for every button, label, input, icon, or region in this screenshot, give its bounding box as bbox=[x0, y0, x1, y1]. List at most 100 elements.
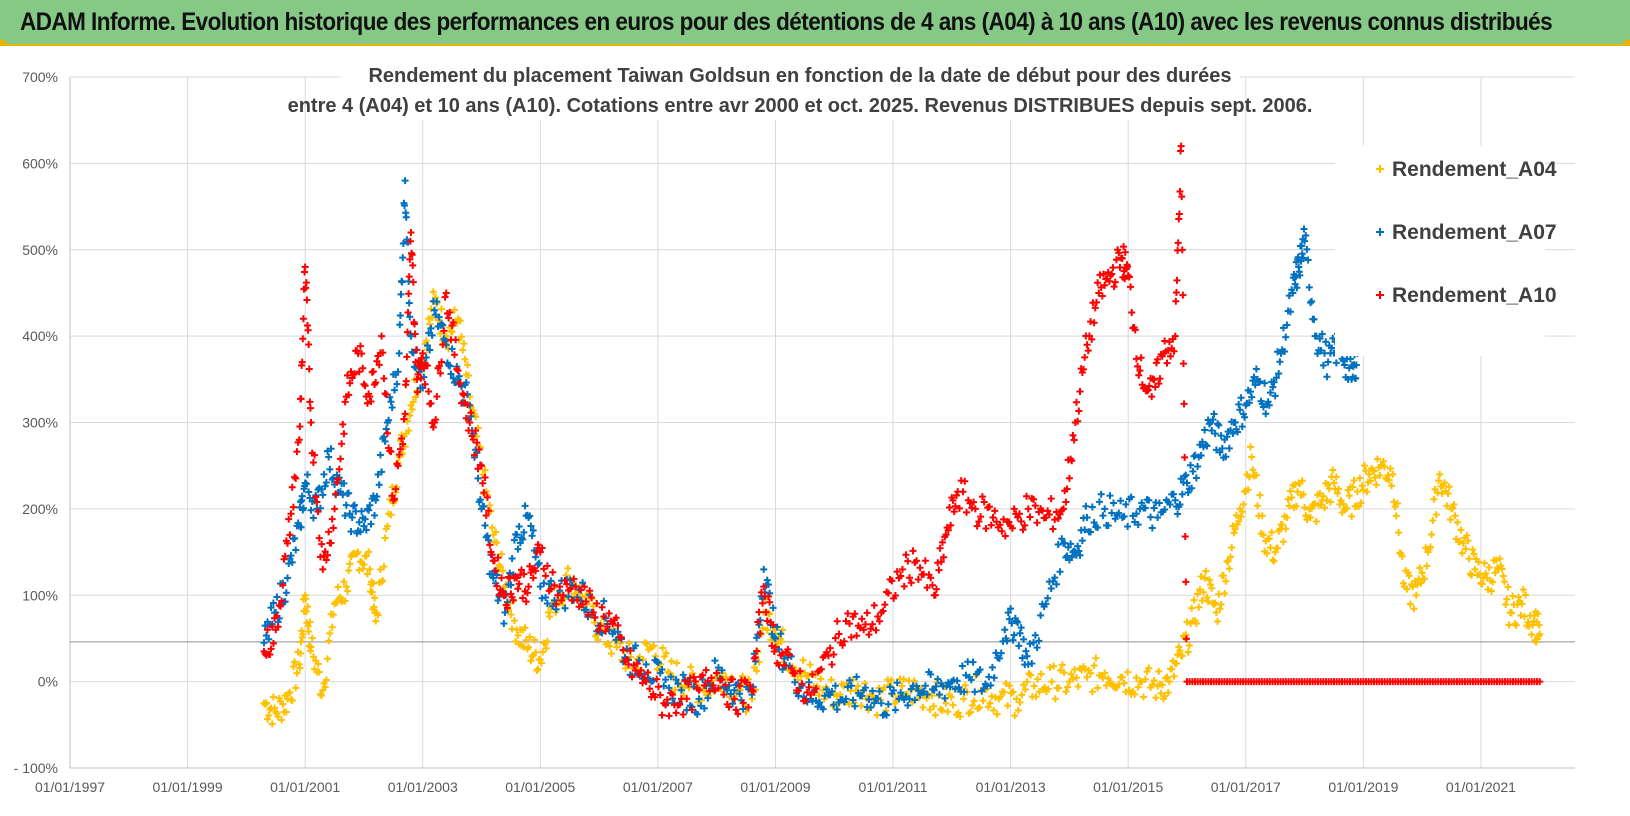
marker-rendement-a10 bbox=[287, 510, 295, 518]
marker-rendement-a07 bbox=[1147, 513, 1155, 521]
marker-rendement-a10 bbox=[313, 498, 321, 506]
marker-rendement-a10 bbox=[369, 367, 377, 375]
marker-rendement-a10 bbox=[441, 293, 449, 301]
marker-rendement-a07 bbox=[1068, 553, 1076, 561]
marker-rendement-a04 bbox=[426, 320, 434, 328]
marker-rendement-a07 bbox=[515, 523, 523, 531]
marker-rendement-a07 bbox=[1008, 619, 1016, 627]
marker-rendement-a04 bbox=[1244, 486, 1252, 494]
marker-rendement-a04 bbox=[1198, 597, 1206, 605]
marker-rendement-a10 bbox=[786, 651, 794, 659]
marker-rendement-a10 bbox=[470, 451, 478, 459]
marker-rendement-a04 bbox=[1482, 569, 1490, 577]
marker-rendement-a04 bbox=[521, 624, 529, 632]
marker-rendement-a10 bbox=[688, 706, 696, 714]
marker-rendement-a10 bbox=[714, 684, 722, 692]
marker-rendement-a04 bbox=[613, 643, 621, 651]
marker-rendement-a07 bbox=[831, 682, 839, 690]
marker-rendement-a04 bbox=[1388, 482, 1396, 490]
marker-rendement-a07 bbox=[1174, 510, 1182, 518]
marker-rendement-a10 bbox=[1083, 341, 1091, 349]
marker-rendement-a07 bbox=[1110, 499, 1118, 507]
marker-rendement-a04 bbox=[1046, 663, 1054, 671]
marker-rendement-a04 bbox=[1252, 471, 1260, 479]
marker-rendement-a07 bbox=[282, 589, 290, 597]
marker-rendement-a07 bbox=[297, 523, 305, 531]
marker-rendement-a04 bbox=[1034, 675, 1042, 683]
marker-rendement-a04 bbox=[968, 702, 976, 710]
marker-rendement-a10 bbox=[651, 693, 659, 701]
marker-rendement-a10 bbox=[762, 608, 770, 616]
marker-rendement-a10 bbox=[1179, 360, 1187, 368]
marker-rendement-a10 bbox=[937, 558, 945, 566]
marker-rendement-a07 bbox=[690, 683, 698, 691]
marker-rendement-a10 bbox=[486, 541, 494, 549]
marker-rendement-a10 bbox=[1049, 525, 1057, 533]
marker-rendement-a04 bbox=[944, 708, 952, 716]
marker-rendement-a10 bbox=[987, 521, 995, 529]
marker-rendement-a04 bbox=[1094, 684, 1102, 692]
marker-rendement-a04 bbox=[845, 700, 853, 708]
marker-rendement-a04 bbox=[1279, 538, 1287, 546]
marker-rendement-a10 bbox=[709, 681, 717, 689]
marker-rendement-a04 bbox=[528, 652, 536, 660]
marker-rendement-a10 bbox=[550, 581, 558, 589]
marker-rendement-a07 bbox=[401, 202, 409, 210]
marker-rendement-a04 bbox=[1468, 571, 1476, 579]
marker-rendement-a10 bbox=[572, 583, 580, 591]
marker-rendement-a04 bbox=[1168, 665, 1176, 673]
marker-rendement-a04 bbox=[1000, 688, 1008, 696]
corner-accent bbox=[1624, 40, 1630, 46]
marker-rendement-a10 bbox=[1178, 246, 1186, 254]
marker-rendement-a07 bbox=[1178, 490, 1186, 498]
marker-rendement-a10 bbox=[798, 680, 806, 688]
marker-rendement-a10 bbox=[328, 515, 336, 523]
marker-rendement-a10 bbox=[603, 623, 611, 631]
marker-rendement-a07 bbox=[779, 665, 787, 673]
marker-rendement-a07 bbox=[600, 597, 608, 605]
marker-rendement-a07 bbox=[508, 554, 516, 562]
marker-rendement-a07 bbox=[1054, 540, 1062, 548]
marker-rendement-a07 bbox=[1225, 444, 1233, 452]
marker-rendement-a04 bbox=[1139, 693, 1147, 701]
marker-rendement-a07 bbox=[995, 654, 1003, 662]
marker-rendement-a07 bbox=[897, 689, 905, 697]
marker-rendement-a10 bbox=[299, 335, 307, 343]
marker-rendement-a07 bbox=[302, 480, 310, 488]
marker-rendement-a07 bbox=[677, 686, 685, 694]
marker-rendement-a07 bbox=[265, 635, 273, 643]
marker-rendement-a07 bbox=[1127, 493, 1135, 501]
marker-rendement-a07 bbox=[1052, 580, 1060, 588]
marker-rendement-a10 bbox=[580, 583, 588, 591]
marker-rendement-a10 bbox=[587, 593, 595, 601]
marker-rendement-a07 bbox=[462, 379, 470, 387]
marker-rendement-a10 bbox=[485, 507, 493, 515]
marker-rendement-a10 bbox=[1181, 533, 1189, 540]
marker-rendement-a10 bbox=[473, 439, 481, 447]
marker-rendement-a07 bbox=[1115, 509, 1123, 517]
marker-rendement-a10 bbox=[273, 612, 281, 620]
marker-rendement-a10 bbox=[520, 570, 528, 578]
marker-rendement-a07 bbox=[920, 687, 928, 695]
marker-rendement-a04 bbox=[873, 711, 881, 719]
marker-rendement-a04 bbox=[1055, 684, 1063, 692]
marker-rendement-a07 bbox=[582, 606, 590, 614]
marker-rendement-a07 bbox=[883, 711, 891, 719]
marker-rendement-a10 bbox=[1056, 510, 1064, 518]
marker-rendement-a07 bbox=[1203, 442, 1211, 450]
marker-rendement-a04 bbox=[1009, 688, 1017, 696]
marker-rendement-a04 bbox=[898, 682, 906, 690]
marker-rendement-a07 bbox=[1155, 499, 1163, 507]
marker-rendement-a04 bbox=[1446, 516, 1454, 524]
marker-rendement-a07 bbox=[1035, 637, 1043, 645]
marker-rendement-a10 bbox=[1170, 347, 1178, 355]
marker-rendement-a04 bbox=[1176, 647, 1184, 655]
marker-rendement-a07 bbox=[665, 684, 673, 692]
marker-rendement-a04 bbox=[1496, 555, 1504, 563]
marker-rendement-a07 bbox=[1210, 410, 1218, 418]
marker-rendement-a04 bbox=[432, 294, 440, 302]
marker-rendement-a04 bbox=[436, 329, 444, 337]
marker-rendement-a04 bbox=[363, 570, 371, 578]
marker-rendement-a04 bbox=[1379, 457, 1387, 465]
marker-rendement-a07 bbox=[341, 512, 349, 520]
